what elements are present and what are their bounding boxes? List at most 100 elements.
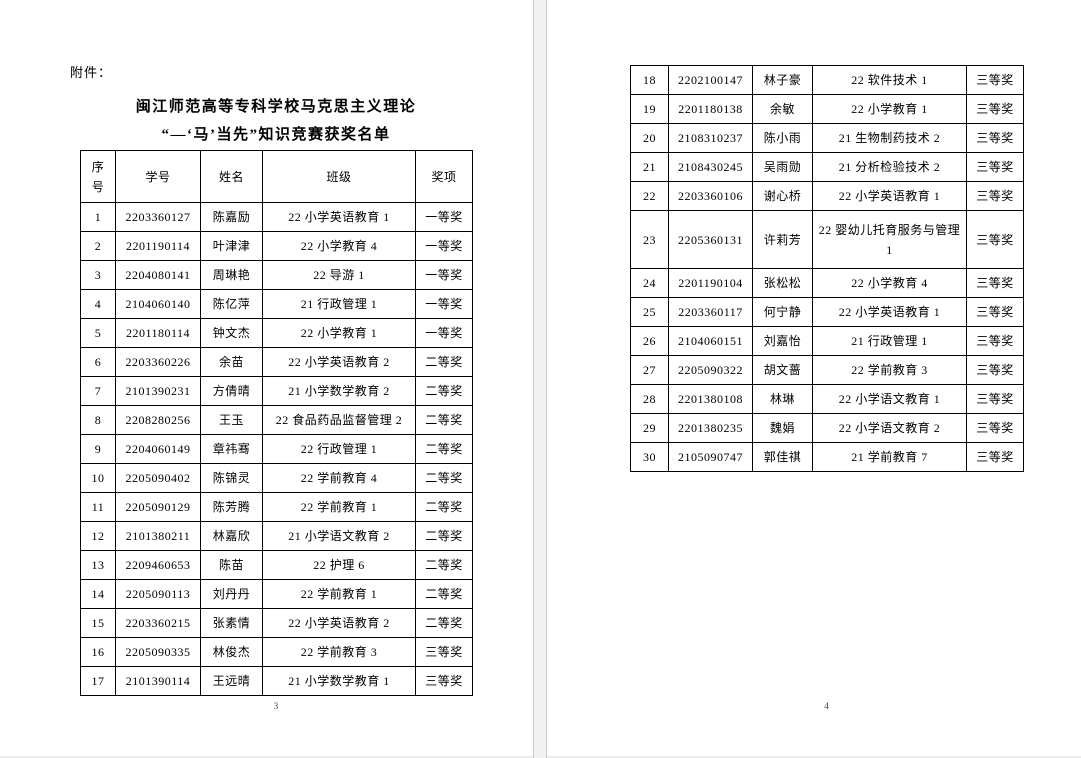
table-cell: 2203360127 (115, 202, 201, 232)
table-cell: 余苗 (200, 347, 263, 377)
table-row: 20 2108310237 陈小雨 21 生物制药技术 2 三等奖 (630, 123, 1024, 153)
doc-title-line1: 闽江师范高等专科学校马克思主义理论 (135, 99, 417, 115)
table-cell: 16 (80, 637, 116, 667)
table-cell: 2204060149 (115, 434, 201, 464)
table-row: 26 2104060151 刘嘉怡 21 行政管理 1 三等奖 (630, 326, 1024, 356)
table-cell: 陈苗 (200, 550, 263, 580)
table-cell: 3 (80, 260, 116, 290)
awards-table-page3: 序 号 学号 姓名 班级 奖项 1 2203360127 陈嘉励 22 小学英语教育 … (80, 150, 473, 696)
table-cell: 2108430245 (668, 152, 753, 182)
table-row: 21 2108430245 吴雨勋 21 分析检验技术 2 三等奖 (630, 152, 1024, 182)
table-cell: 2104060140 (115, 289, 201, 319)
table-cell: 2203360226 (115, 347, 201, 377)
table-cell: 2101390231 (115, 376, 201, 406)
table-cell: 22 学前教育 3 (812, 355, 967, 385)
table-cell: 25 (630, 297, 669, 327)
table-cell: 三等奖 (966, 442, 1024, 472)
table-row: 11 2205090129 陈芳腾 22 学前教育 1 二等奖 (80, 492, 473, 522)
table-cell: 胡文蔷 (752, 355, 813, 385)
table-cell: 21 分析检验技术 2 (812, 152, 967, 182)
table-cell: 14 (80, 579, 116, 609)
table-row: 8 2208280256 王玉 22 食品药品监督管理 2 二等奖 (80, 405, 473, 435)
table-cell: 2203360117 (668, 297, 753, 327)
table-cell: 2 (80, 231, 116, 261)
table-cell: 22 导游 1 (262, 260, 416, 290)
table-cell: 22 小学英语教育 1 (262, 202, 416, 232)
table-cell: 2202100147 (668, 65, 753, 95)
table-cell: 陈芳腾 (200, 492, 263, 522)
table-cell: 三等奖 (415, 666, 473, 696)
table-row: 14 2205090113 刘丹丹 22 学前教育 1 二等奖 (80, 579, 473, 609)
table-cell: 张松松 (752, 268, 813, 298)
table-cell: 22 学前教育 1 (262, 492, 416, 522)
table-cell: 29 (630, 413, 669, 443)
table-cell: 三等奖 (966, 384, 1024, 414)
table-cell: 三等奖 (415, 637, 473, 667)
table-cell: 8 (80, 405, 116, 435)
table-cell: 二等奖 (415, 405, 473, 435)
table-cell: 15 (80, 608, 116, 638)
col-header-class: 班级 (262, 150, 416, 203)
table-cell: 2205090335 (115, 637, 201, 667)
table-cell: 郭佳祺 (752, 442, 813, 472)
table-row: 24 2201190104 张松松 22 小学教育 4 三等奖 (630, 268, 1024, 298)
table-cell: 2201190104 (668, 268, 753, 298)
col-header-index-line2: 号 (91, 179, 105, 194)
table-cell: 22 小学教育 4 (812, 268, 967, 298)
table-cell: 2201380235 (668, 413, 753, 443)
table-cell: 二等奖 (415, 376, 473, 406)
table-row: 15 2203360215 张素情 22 小学英语教育 2 二等奖 (80, 608, 473, 638)
table-cell: 2101390114 (115, 666, 201, 696)
table-cell: 一等奖 (415, 231, 473, 261)
table-cell: 三等奖 (966, 210, 1024, 269)
table-cell: 2201380108 (668, 384, 753, 414)
table-cell: 22 食品药品监督管理 2 (262, 405, 416, 435)
table-cell: 22 (630, 181, 669, 211)
col-header-name: 姓名 (200, 150, 263, 203)
table-cell: 三等奖 (966, 413, 1024, 443)
table-cell: 22 护理 6 (262, 550, 416, 580)
table-cell: 21 行政管理 1 (262, 289, 416, 319)
table-cell: 一等奖 (415, 318, 473, 348)
table-cell: 2205090129 (115, 492, 201, 522)
table-cell: 2205360131 (668, 210, 753, 269)
table-cell: 30 (630, 442, 669, 472)
table-row: 28 2201380108 林琳 22 小学语文教育 1 三等奖 (630, 384, 1024, 414)
table-cell: 21 行政管理 1 (812, 326, 967, 356)
table-cell: 三等奖 (966, 297, 1024, 327)
table-row: 12 2101380211 林嘉欣 21 小学语文教育 2 二等奖 (80, 521, 473, 551)
col-header-student-id: 学号 (115, 150, 201, 203)
table-row: 5 2201180114 钟文杰 22 小学教育 1 一等奖 (80, 318, 473, 348)
table-cell: 22 小学教育 4 (262, 231, 416, 261)
table-row: 6 2203360226 余苗 22 小学英语教育 2 二等奖 (80, 347, 473, 377)
table-cell: 方倩晴 (200, 376, 263, 406)
table-cell: 22 小学英语教育 1 (812, 297, 967, 327)
table-cell: 20 (630, 123, 669, 153)
table-cell: 陈嘉励 (200, 202, 263, 232)
table-cell: 22 行政管理 1 (262, 434, 416, 464)
table-cell: 21 小学数学教育 1 (262, 666, 416, 696)
table-header-row: 序 号 学号 姓名 班级 奖项 (80, 150, 473, 203)
table-cell: 18 (630, 65, 669, 95)
table-row: 25 2203360117 何宁静 22 小学英语教育 1 三等奖 (630, 297, 1024, 327)
table-cell: 余敏 (752, 94, 813, 124)
table-cell: 22 小学语文教育 2 (812, 413, 967, 443)
table-cell: 陈锦灵 (200, 463, 263, 493)
table-cell: 13 (80, 550, 116, 580)
table-cell: 一等奖 (415, 202, 473, 232)
table-cell: 周琳艳 (200, 260, 263, 290)
table-cell: 刘丹丹 (200, 579, 263, 609)
col-header-award: 奖项 (415, 150, 473, 203)
col-header-index: 序 号 (80, 150, 116, 203)
table-cell: 2201180114 (115, 318, 201, 348)
table-cell: 三等奖 (966, 123, 1024, 153)
table-cell: 谢心桥 (752, 181, 813, 211)
table-cell: 22 小学语文教育 1 (812, 384, 967, 414)
table-cell: 三等奖 (966, 268, 1024, 298)
table-cell: 22 学前教育 4 (262, 463, 416, 493)
table-row: 27 2205090322 胡文蔷 22 学前教育 3 三等奖 (630, 355, 1024, 385)
table-cell: 10 (80, 463, 116, 493)
document-page-3: 附件： 闽江师范高等专科学校马克思主义理论 “—‘马’当先”知识竞赛获奖名单 序… (0, 0, 533, 756)
table-cell: 28 (630, 384, 669, 414)
table-cell: 19 (630, 94, 669, 124)
